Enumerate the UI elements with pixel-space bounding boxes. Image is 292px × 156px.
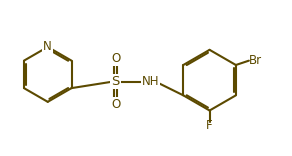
Text: O: O [111,52,120,65]
Text: NH: NH [142,75,159,88]
Text: S: S [112,75,120,88]
Text: O: O [111,98,120,111]
Text: Br: Br [249,54,262,67]
Text: N: N [44,40,52,53]
Text: F: F [206,119,213,132]
